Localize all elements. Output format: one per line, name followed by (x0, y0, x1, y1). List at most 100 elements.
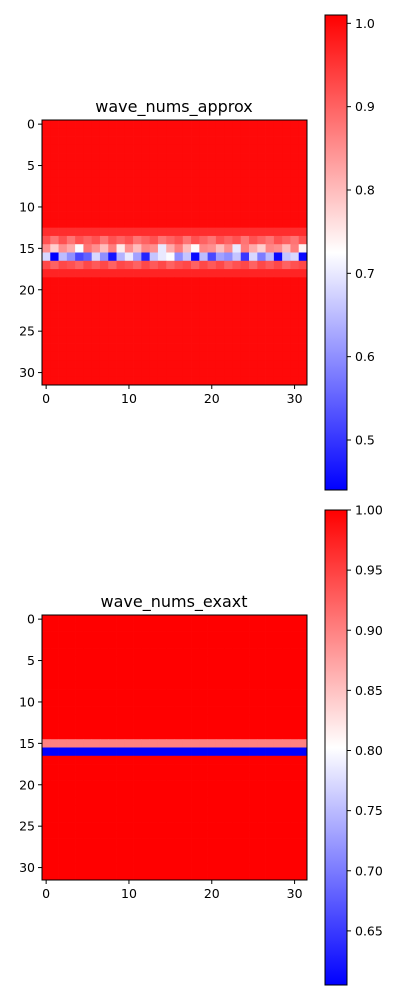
heatmap-cell (199, 120, 208, 129)
heatmap-cell (99, 739, 109, 748)
heatmap-cell (157, 672, 167, 682)
heatmap-cell (124, 780, 134, 790)
heatmap-cell (157, 252, 167, 262)
heatmap-cell (273, 838, 283, 848)
heatmap-cell (290, 186, 300, 195)
heatmap-cell (182, 327, 192, 336)
heatmap-cell (99, 219, 109, 229)
heatmap-cell (149, 639, 159, 649)
heatmap-cell (66, 706, 76, 715)
heatmap-cell (157, 202, 167, 212)
heatmap-cell (108, 128, 117, 137)
heatmap-cell (133, 755, 142, 765)
heatmap-cell (141, 838, 151, 848)
heatmap-cell (116, 764, 126, 773)
heatmap-cell (174, 788, 184, 798)
heatmap-cell (75, 755, 84, 765)
heatmap-cell (75, 186, 84, 195)
heatmap-cell (91, 227, 101, 237)
heatmap-cell (141, 269, 151, 278)
heatmap-cell (191, 144, 200, 154)
heatmap-cell (99, 747, 109, 757)
heatmap-cell (224, 623, 233, 632)
heatmap-cell (257, 120, 266, 129)
heatmap-cell (273, 623, 283, 632)
heatmap-cell (166, 855, 175, 864)
heatmap-cell (99, 252, 109, 262)
heatmap-cell (240, 360, 250, 369)
heatmap-cell (273, 689, 283, 699)
heatmap-cell (215, 144, 225, 154)
heatmap-cell (166, 260, 175, 270)
heatmap-cell (215, 631, 225, 641)
heatmap-cell (182, 219, 192, 229)
heatmap-cell (149, 730, 159, 740)
heatmap-cell (108, 227, 117, 237)
heatmap-cell (182, 293, 192, 303)
heatmap-cell (42, 706, 51, 715)
heatmap-cell (166, 202, 175, 212)
heatmap-cell (257, 639, 266, 649)
heatmap-cell (182, 623, 192, 632)
heatmap-cell (83, 335, 93, 344)
heatmap-cell (240, 153, 250, 162)
heatmap-cell (108, 730, 117, 740)
heatmap-cell (116, 664, 126, 674)
heatmap-cell (108, 755, 117, 765)
heatmap-cell (199, 335, 208, 344)
heatmap-cell (215, 128, 225, 137)
heatmap-cell (116, 730, 126, 740)
heatmap-cell (42, 697, 51, 707)
heatmap-cell (166, 780, 175, 790)
heatmap-cell (207, 120, 217, 129)
heatmap-cell (224, 747, 233, 757)
heatmap-cell (249, 672, 258, 682)
heatmap-cell (42, 144, 51, 154)
heatmap-cell (215, 153, 225, 162)
heatmap-cell (224, 376, 233, 386)
heatmap-cell (199, 764, 208, 773)
heatmap-cell (66, 722, 76, 732)
heatmap-cell (191, 863, 200, 873)
heatmap-cell (182, 747, 192, 757)
heatmap-cell (157, 368, 167, 378)
heatmap-cell (265, 681, 275, 690)
heatmap-cell (224, 631, 233, 641)
heatmap-cell (66, 302, 76, 311)
heatmap-cell (157, 244, 167, 253)
heatmap-cell (75, 830, 84, 839)
heatmap-cell (50, 722, 59, 732)
heatmap-cell (91, 360, 101, 369)
heatmap-cell (257, 780, 266, 790)
heatmap-cell (265, 327, 275, 336)
y-tick-label: 10 (19, 694, 35, 709)
heatmap-cell (42, 244, 51, 253)
heatmap-cell (91, 747, 101, 757)
heatmap-cell (182, 128, 192, 137)
heatmap-cell (149, 780, 159, 790)
heatmap-cell (174, 623, 184, 632)
heatmap-cell (191, 285, 200, 295)
heatmap-cell (191, 855, 200, 864)
heatmap-cell (232, 293, 242, 303)
heatmap-cell (157, 855, 167, 864)
heatmap-cells (42, 120, 308, 386)
heatmap-cell (257, 797, 266, 806)
heatmap-cell (174, 277, 184, 286)
heatmap-cell (157, 128, 167, 137)
heatmap-cell (232, 235, 242, 245)
heatmap-cell (124, 639, 134, 649)
heatmap-cell (191, 656, 200, 666)
heatmap-cell (108, 648, 117, 657)
heatmap-cell (199, 813, 208, 823)
heatmap-cell (207, 714, 217, 724)
heatmap-cell (182, 631, 192, 641)
heatmap-cell (273, 285, 283, 295)
heatmap-cell (290, 639, 300, 649)
heatmap-cell (157, 120, 167, 129)
heatmap-cell (83, 631, 93, 641)
heatmap-cell (157, 648, 167, 657)
heatmap-cell (224, 169, 233, 179)
heatmap-cell (265, 277, 275, 286)
heatmap-cell (141, 772, 151, 781)
